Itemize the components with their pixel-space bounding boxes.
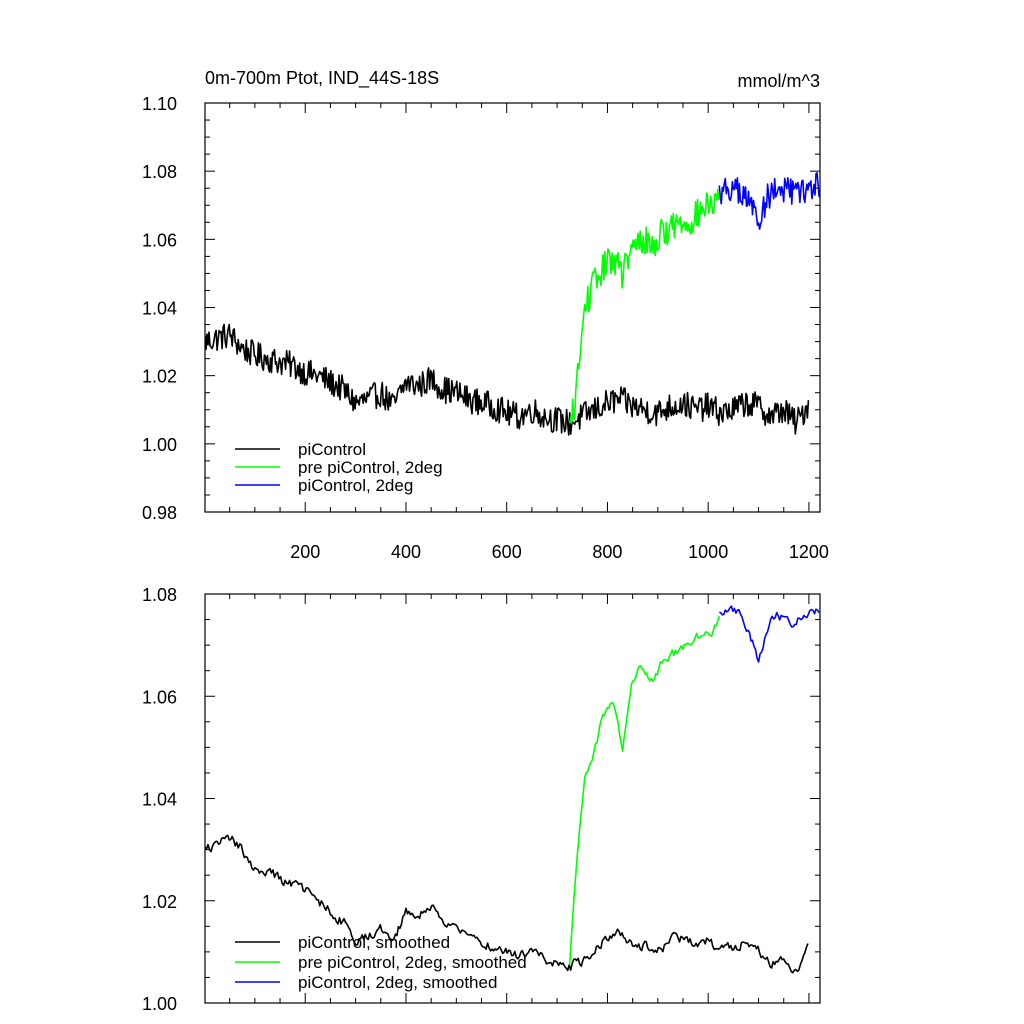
top-panel: 200 400 600 800 1000 1200 0.98 1.00 1.02 1.04 1.06… [142, 94, 829, 562]
x-tick-label: 1000 [688, 542, 728, 562]
y-tick-label: 1.00 [142, 435, 177, 455]
x-tick-label: 1200 [789, 542, 829, 562]
chart-title-right: mmol/m^3 [738, 71, 820, 91]
y-tick-label: 1.02 [142, 892, 177, 912]
series-line [718, 172, 820, 230]
x-tick-label: 200 [290, 542, 320, 562]
y-tick-label: 0.98 [142, 503, 177, 523]
series-line [568, 615, 721, 966]
chart-title-left: 0m-700m Ptot, IND_44S-18S [205, 68, 439, 89]
y-tick-label: 1.10 [142, 94, 177, 114]
legend-label: piControl, 2deg, smoothed [298, 973, 497, 992]
legend-label: piControl [298, 440, 366, 459]
y-tick-label: 1.00 [142, 994, 177, 1014]
legend-label: pre piControl, 2deg [298, 458, 443, 477]
legend-label: pre piControl, 2deg, smoothed [298, 953, 527, 972]
legend-label: piControl, 2deg [298, 476, 413, 495]
y-tick-label: 1.06 [142, 230, 177, 250]
series-line [205, 323, 810, 436]
x-tick-label: 600 [492, 542, 522, 562]
y-tick-label: 1.04 [142, 299, 177, 319]
series-line [205, 834, 809, 974]
series-line [568, 188, 720, 424]
legend-label: piControl, smoothed [298, 933, 450, 952]
y-tick-label: 1.06 [142, 687, 177, 707]
y-tick-label: 1.08 [142, 585, 177, 605]
y-tick-label: 1.08 [142, 162, 177, 182]
x-tick-label: 400 [391, 542, 421, 562]
series-line [719, 605, 820, 663]
y-tick-label: 1.04 [142, 790, 177, 810]
x-tick-label: 800 [592, 542, 622, 562]
y-tick-label: 1.02 [142, 367, 177, 387]
